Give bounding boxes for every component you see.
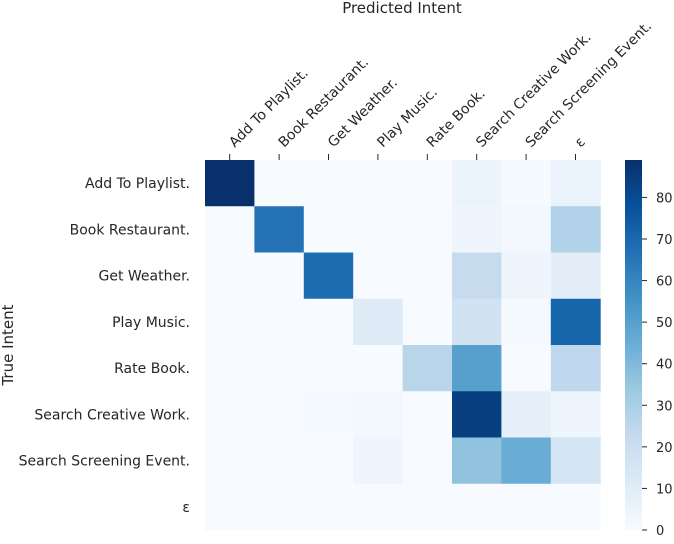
heatmap-cell [402, 483, 453, 531]
heatmap-cell [254, 206, 305, 253]
heatmap-cell [452, 160, 502, 207]
colorbar-tick-label: 10 [656, 482, 673, 497]
x-tick-labels: Add To Playlist.Book Restaurant.Get Weat… [226, 18, 655, 160]
y-tick-label: Search Creative Work. [34, 407, 190, 423]
heatmap-cell [353, 391, 404, 438]
heatmap-cell [303, 206, 354, 253]
heatmap-cell [303, 483, 354, 531]
colorbar-tick-label: 50 [656, 316, 673, 331]
heatmap-cell [205, 298, 255, 346]
heatmap-cell [254, 160, 305, 207]
y-tick-label: Rate Book. [114, 361, 190, 377]
heatmap-cell [303, 345, 354, 392]
heatmap-cell [550, 298, 601, 346]
y-tick-label: Book Restaurant. [70, 222, 190, 238]
colorbar [625, 160, 642, 530]
colorbar-tick-label: 30 [656, 399, 673, 414]
heatmap-cell [550, 437, 601, 485]
y-tick-label: ε [182, 500, 190, 516]
heatmap-cell [452, 391, 502, 438]
heatmap-cell [550, 160, 601, 207]
colorbar-tick-label: 80 [656, 191, 673, 206]
heatmap-cell [501, 160, 552, 207]
heatmap-cell [550, 206, 601, 253]
heatmap-cell [205, 483, 255, 531]
y-tick-label: Play Music. [112, 315, 190, 331]
colorbar-tick-label: 60 [656, 275, 673, 290]
heatmap-cell [205, 391, 255, 438]
heatmap-cell [254, 437, 305, 485]
heatmap-cell [501, 437, 552, 485]
y-axis-title: True Intent [0, 304, 17, 386]
colorbar-tick-label: 0 [656, 524, 664, 539]
heatmap-cell [501, 483, 552, 531]
heatmap-cell [550, 345, 601, 392]
heatmap-cell [452, 206, 502, 253]
heatmap-cell [254, 483, 305, 531]
y-tick-label: Get Weather. [98, 269, 190, 285]
heatmap-cell [254, 252, 305, 300]
y-tick-label: Add To Playlist. [85, 176, 190, 192]
heatmap-cell [501, 252, 552, 300]
heatmap-cell [353, 160, 404, 207]
heatmap-cell [205, 437, 255, 485]
x-tick-label: ε [572, 134, 589, 151]
y-tick-labels: Add To Playlist. Book Restaurant. Get Weat… [19, 176, 190, 516]
heatmap-cell [205, 345, 255, 392]
heatmap-cell [402, 437, 453, 485]
colorbar-tick-label: 70 [656, 233, 673, 248]
heatmap-cell [402, 160, 453, 207]
y-tick-label: Search Screening Event. [19, 454, 190, 470]
heatmap-cell [205, 252, 255, 300]
heatmap-cell [550, 252, 601, 300]
heatmap-cell [550, 391, 601, 438]
heatmap-cell [452, 252, 502, 300]
heatmap-cell [353, 345, 404, 392]
heatmap-cell [303, 437, 354, 485]
heatmap-cell [402, 206, 453, 253]
heatmap-cell [303, 298, 354, 346]
colorbar-tick-labels: 0 10 20 30 40 50 60 70 80 [642, 191, 673, 539]
heatmap-cell [353, 298, 404, 346]
heatmap-cell [501, 206, 552, 253]
x-axis-title: Predicted Intent [342, 0, 462, 17]
heatmap-cell [452, 345, 502, 392]
heatmap-cell [402, 298, 453, 346]
heatmap-cell [501, 345, 552, 392]
heatmap-cell [303, 391, 354, 438]
heatmap-cell [205, 206, 255, 253]
heatmap-cell [452, 437, 502, 485]
heatmap-cell [303, 160, 354, 207]
heatmap-cell [353, 252, 404, 300]
x-tick-label: Book Restaurant. [276, 54, 372, 150]
heatmap-cell [353, 483, 404, 531]
heatmap-cell [353, 206, 404, 253]
heatmap-cell [550, 483, 601, 531]
heatmap-cell [353, 437, 404, 485]
colorbar-tick-label: 20 [656, 441, 673, 456]
heatmap-cell [303, 252, 354, 300]
colorbar-tick-label: 40 [656, 358, 673, 373]
heatmap-cell [254, 391, 305, 438]
heatmap-cell [402, 391, 453, 438]
heatmap-cells [205, 160, 601, 531]
heatmap-cell [501, 391, 552, 438]
heatmap-cell [452, 483, 502, 531]
heatmap-cell [402, 345, 453, 392]
heatmap-cell [254, 345, 305, 392]
heatmap-cell [254, 298, 305, 346]
heatmap-cell [452, 298, 502, 346]
heatmap-cell [501, 298, 552, 346]
heatmap-cell [205, 160, 255, 207]
heatmap-cell [402, 252, 453, 300]
